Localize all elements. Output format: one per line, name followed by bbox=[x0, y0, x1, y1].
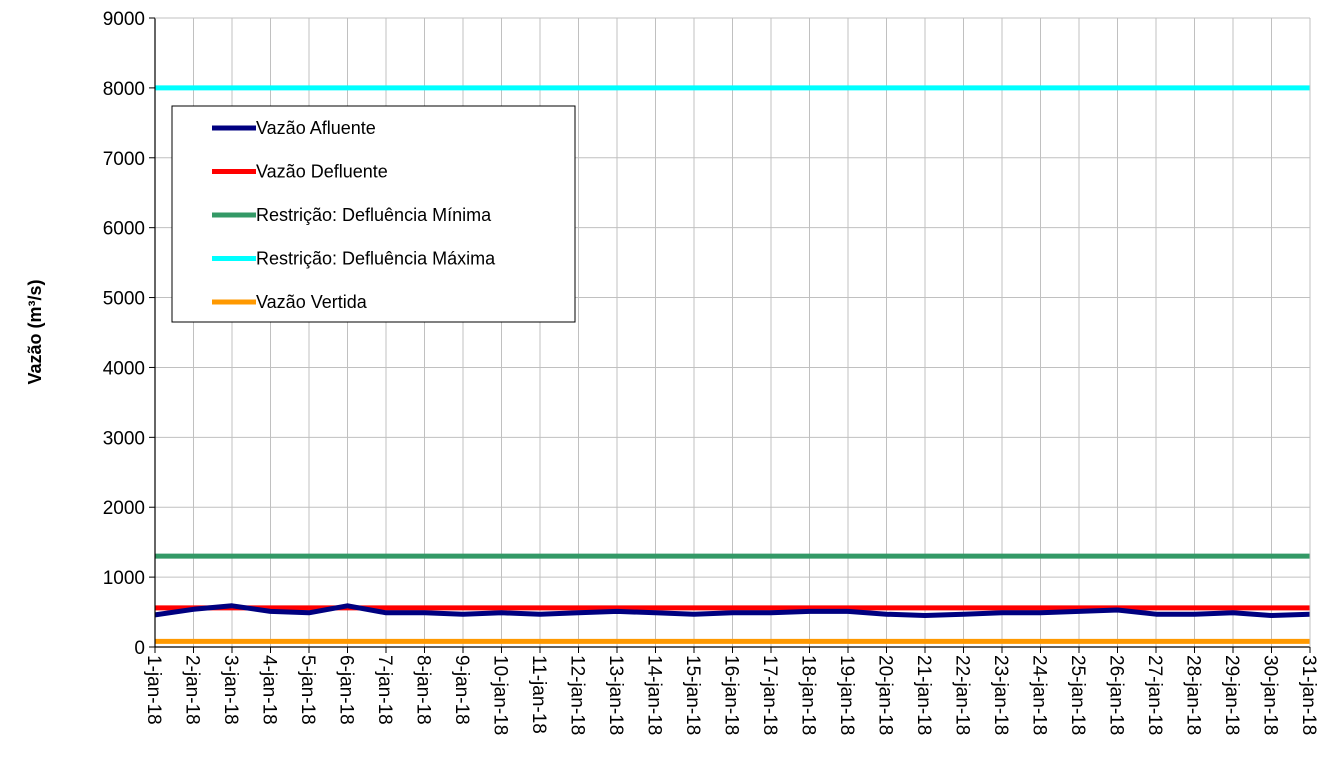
x-tick-labels: 1-jan-18 2-jan-18 3-jan-18 4-jan-18 5-jan-18… bbox=[143, 655, 1319, 735]
legend: Vazão Afluente Vazão Defluente Restrição: … bbox=[171, 105, 576, 323]
x-tick-label: 8-jan-18 bbox=[413, 655, 434, 725]
x-tick-label: 29-jan-18 bbox=[1221, 655, 1242, 735]
y-tick-label: 6000 bbox=[103, 219, 145, 240]
x-tick-label: 11-jan-18 bbox=[528, 655, 549, 734]
y-tick-label: 9000 bbox=[103, 9, 145, 30]
y-tick-labels: 0 1000 2000 3000 4000 5000 6000 7000 8000 9000 bbox=[103, 9, 145, 659]
legend-label-5: Vazão Vertida bbox=[256, 292, 368, 312]
legend-label-1: Vazão Afluente bbox=[256, 118, 376, 138]
x-tick-label: 12-jan-18 bbox=[567, 655, 588, 735]
x-tick-label: 28-jan-18 bbox=[1183, 655, 1204, 735]
legend-label-4: Restrição: Defluência Máxima bbox=[256, 249, 496, 269]
x-tick-label: 2-jan-18 bbox=[182, 655, 203, 725]
x-tick-label: 13-jan-18 bbox=[605, 655, 626, 735]
legend-label-3: Restrição: Defluência Mínima bbox=[256, 205, 492, 225]
y-tick-label: 4000 bbox=[103, 358, 145, 379]
x-tick-label: 14-jan-18 bbox=[644, 655, 665, 735]
y-axis-label: Vazão (m³/s) bbox=[25, 279, 45, 384]
x-tick-label: 20-jan-18 bbox=[875, 655, 896, 735]
y-tick-label: 1000 bbox=[103, 568, 145, 589]
x-tick-label: 16-jan-18 bbox=[721, 655, 742, 735]
x-tick-label: 25-jan-18 bbox=[1067, 655, 1088, 735]
axes bbox=[149, 17, 1311, 653]
x-tick-label: 26-jan-18 bbox=[1106, 655, 1127, 735]
x-tick-label: 31-jan-18 bbox=[1298, 655, 1319, 735]
legend-label-2: Vazão Defluente bbox=[256, 162, 388, 182]
x-tick-label: 19-jan-18 bbox=[836, 655, 857, 735]
x-tick-label: 23-jan-18 bbox=[990, 655, 1011, 735]
y-tick-label: 8000 bbox=[103, 79, 145, 100]
y-tick-label: 2000 bbox=[103, 498, 145, 519]
y-tick-label: 0 bbox=[134, 638, 145, 659]
x-tick-label: 4-jan-18 bbox=[259, 655, 280, 725]
x-tick-label: 18-jan-18 bbox=[798, 655, 819, 735]
x-tick-label: 7-jan-18 bbox=[374, 655, 395, 725]
x-tick-label: 10-jan-18 bbox=[490, 655, 511, 735]
series-line-1 bbox=[154, 603, 1311, 618]
x-tick-label: 1-jan-18 bbox=[143, 655, 164, 725]
x-tick-label: 21-jan-18 bbox=[913, 655, 934, 735]
x-tick-label: 6-jan-18 bbox=[336, 655, 357, 725]
x-tick-label: 5-jan-18 bbox=[297, 655, 318, 725]
x-tick-label: 9-jan-18 bbox=[451, 655, 472, 725]
series-group bbox=[154, 85, 1311, 644]
y-tick-label: 5000 bbox=[103, 289, 145, 310]
y-tick-label: 7000 bbox=[103, 149, 145, 170]
x-tick-label: 30-jan-18 bbox=[1260, 655, 1281, 735]
x-tick-label: 3-jan-18 bbox=[220, 655, 241, 725]
y-tick-label: 3000 bbox=[103, 428, 145, 449]
x-tick-label: 27-jan-18 bbox=[1144, 655, 1165, 735]
x-tick-label: 17-jan-18 bbox=[759, 655, 780, 735]
x-tick-label: 15-jan-18 bbox=[682, 655, 703, 735]
x-tick-label: 22-jan-18 bbox=[952, 655, 973, 735]
x-tick-label: 24-jan-18 bbox=[1029, 655, 1050, 735]
